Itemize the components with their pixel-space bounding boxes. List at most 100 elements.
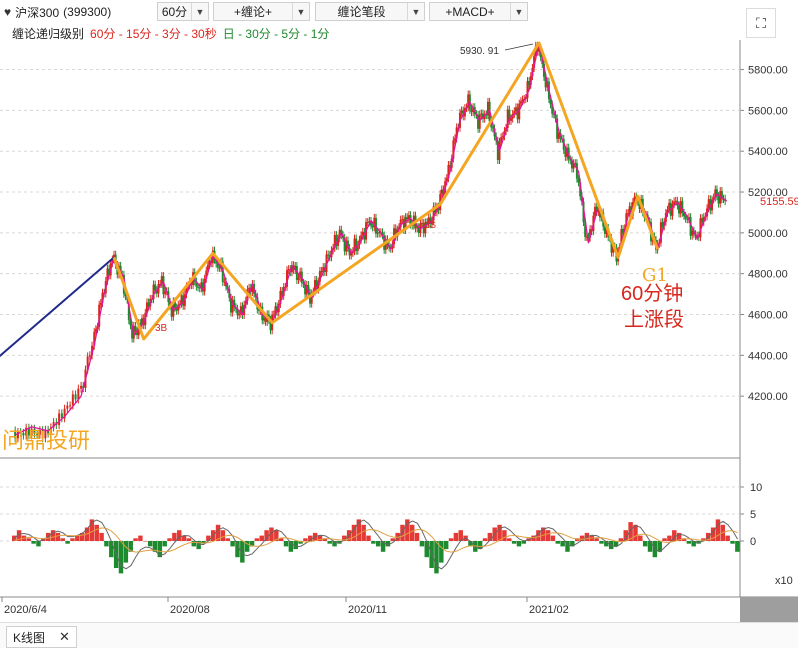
candle-body — [542, 64, 545, 77]
candle-body — [160, 276, 163, 284]
candle-body — [200, 282, 203, 289]
candle-body — [373, 217, 376, 228]
tick-label: 4800.00 — [748, 269, 788, 281]
chanlun-plus-dropdown[interactable]: +缠论+ ▼ — [213, 2, 310, 21]
candle-body — [585, 236, 588, 238]
macd-bar — [172, 532, 177, 541]
candle-body — [612, 246, 615, 253]
candle-body — [519, 101, 522, 104]
candle-body — [691, 230, 694, 236]
tick-label: 5400.00 — [748, 146, 788, 158]
candle-body — [44, 429, 47, 439]
macd-bar — [70, 538, 75, 541]
candle-body — [41, 430, 44, 439]
candle-body — [528, 81, 531, 86]
candle-body — [233, 299, 236, 308]
kline-chart[interactable]: 4200.00 4400.00 4600.00 4800.00 5000.00 5200.… — [0, 0, 798, 622]
candle-body — [518, 103, 521, 120]
macd-bar — [361, 524, 366, 541]
candle-body — [516, 107, 519, 120]
candle-body — [225, 281, 228, 287]
symbol-name: 沪深300 — [15, 5, 60, 20]
macd-bar — [390, 538, 396, 541]
macd-bar — [599, 541, 604, 544]
macd-bar — [701, 538, 706, 541]
macd-bar — [60, 538, 65, 541]
candle-body — [363, 231, 366, 240]
macd-bar — [177, 530, 182, 541]
tick-label: 5800.00 — [748, 65, 788, 77]
macd-bar — [487, 532, 493, 541]
candle-body — [124, 293, 127, 297]
symbol-selector[interactable]: ♥ 沪深300 (399300) — [4, 3, 111, 21]
candle-body — [684, 215, 687, 219]
candle-body — [136, 331, 139, 336]
annotation-3s: 3S — [425, 220, 436, 230]
chanlun-segment-label: 缠论笔段 — [337, 5, 386, 19]
candle-body — [169, 301, 172, 306]
macd-plus-dropdown[interactable]: +MACD+ ▼ — [429, 2, 528, 21]
macd-bar — [244, 541, 250, 552]
candle-body — [636, 200, 639, 202]
candle-body — [371, 225, 374, 228]
high-price-label: 5930. 91 — [460, 46, 499, 57]
tab-kline[interactable]: K线图 ✕ — [6, 626, 77, 648]
candle-body — [368, 220, 371, 223]
candle-body — [337, 238, 340, 246]
candle-body — [307, 285, 310, 293]
level-legend-green: 日 - 30分 - 5分 - 1分 — [222, 27, 330, 41]
heart-icon[interactable]: ♥ — [4, 5, 12, 19]
chanlun-segment-dropdown[interactable]: 缠论笔段 ▼ — [315, 2, 425, 21]
macd-bar — [453, 532, 459, 541]
fullscreen-button[interactable]: ⛶ — [746, 8, 776, 38]
last-price-label: 5155.59 — [760, 196, 798, 208]
candle-body — [719, 191, 722, 204]
candle-body — [155, 290, 158, 294]
candle-body — [399, 219, 402, 228]
macd-panel: 10 5 0 x10 — [0, 482, 793, 587]
macd-bar — [516, 541, 522, 547]
chanlun-plus-label: +缠论+ — [233, 5, 273, 19]
macd-bar — [26, 538, 32, 541]
candle-body — [154, 284, 157, 291]
tick-label: 5000.00 — [748, 228, 788, 240]
close-icon[interactable]: ✕ — [59, 629, 70, 644]
macd-bar — [657, 541, 662, 552]
macd-bar — [531, 535, 536, 541]
candle-body — [25, 427, 28, 436]
macd-bar — [109, 541, 114, 558]
candle-body — [302, 282, 305, 284]
annotation-60min: 60分钟 — [621, 282, 683, 305]
candle-body — [185, 286, 188, 295]
candle-body — [628, 206, 631, 214]
macd-bar — [618, 538, 624, 541]
candle-body — [589, 229, 592, 238]
candle-body — [299, 271, 302, 278]
macd-bar — [371, 541, 376, 544]
candle-body — [285, 270, 288, 287]
candle-body — [69, 405, 72, 407]
candle-body — [455, 127, 458, 139]
chart-frame — [0, 40, 798, 622]
macd-bar — [322, 538, 328, 541]
candle-body — [557, 133, 560, 139]
candle-body — [508, 109, 511, 121]
macd-bar — [186, 538, 192, 541]
macd-bar — [303, 538, 308, 541]
candle-body — [338, 229, 341, 239]
macd-bar — [143, 541, 148, 542]
period-dropdown[interactable]: 60分 ▼ — [157, 2, 209, 21]
candles — [14, 41, 727, 443]
tick-label: 4200.00 — [748, 391, 788, 403]
candle-body — [514, 107, 517, 112]
candle-body — [134, 325, 137, 332]
candle-body — [440, 189, 443, 195]
price-lines — [0, 41, 728, 443]
candle-body — [366, 222, 369, 224]
candle-body — [66, 405, 69, 409]
candle-body — [416, 227, 419, 229]
watermark-logo: 问鼎投研 — [2, 428, 90, 453]
candle-body — [407, 215, 410, 220]
candle-body — [353, 238, 356, 252]
